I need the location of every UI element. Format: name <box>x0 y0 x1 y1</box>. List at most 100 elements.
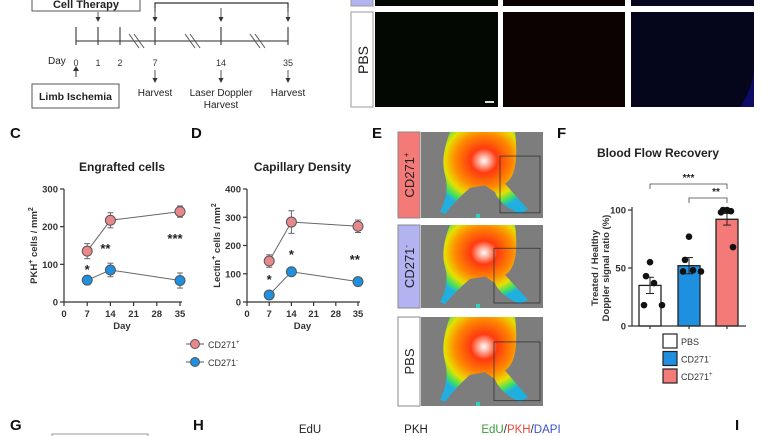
data-point <box>727 207 735 215</box>
y-axis-label: Treated / Healthy <box>590 229 601 306</box>
panel-label-g: G <box>10 417 22 434</box>
day-tick-label: 1 <box>95 58 100 68</box>
tail <box>476 214 480 218</box>
y-tick-label: 0 <box>236 298 241 309</box>
thermal-row: CD271+ <box>397 131 543 219</box>
chart-title: Capillary Density <box>254 160 352 174</box>
legend-label: CD271+ <box>208 340 240 350</box>
row-label-pbs: PBS <box>355 46 371 74</box>
y-tick-label: 100 <box>225 269 241 280</box>
event-label: Harvest <box>271 88 306 99</box>
laser-doppler-panel: CD271+ CD271- PBS <box>397 131 543 407</box>
bar-group <box>638 258 666 327</box>
x-tick-label: 28 <box>152 309 163 320</box>
arrow-down-icon <box>218 17 224 22</box>
legend-swatch <box>662 368 678 384</box>
bar <box>677 265 701 327</box>
y-tick-label: 300 <box>42 185 58 196</box>
axis-break-mark <box>133 33 145 49</box>
legend-label: CD271+ <box>681 372 713 382</box>
x-tick-label: 7 <box>267 309 272 320</box>
row-label-box <box>397 316 421 407</box>
thermal-row: PBS <box>397 316 543 407</box>
cell-therapy-label: Cell Therapy <box>53 0 120 11</box>
data-point <box>174 275 186 287</box>
histology-image <box>631 0 754 6</box>
x-tick-label: 0 <box>244 309 249 320</box>
row-label-pbs-box <box>350 11 374 108</box>
mouse-heatmap <box>440 317 528 402</box>
y-axis-label: Doppler signal ratio (%) <box>601 215 612 322</box>
mouse-heatmap <box>440 132 528 214</box>
significance-marker: * <box>267 272 273 287</box>
significance-marker: *** <box>683 173 695 184</box>
data-point <box>679 268 687 275</box>
panel-label-c: C <box>10 125 21 142</box>
channel-pkh: PKH <box>404 424 428 436</box>
significance-marker: ** <box>350 252 361 267</box>
legend-swatch <box>662 333 678 349</box>
row-label-cd271-minus-box <box>350 0 374 7</box>
series-line <box>86 269 181 282</box>
day-label: Day <box>48 56 66 67</box>
arrow-down-icon <box>152 17 158 22</box>
data-point <box>646 258 654 266</box>
y-tick-label: 0 <box>53 298 58 309</box>
y-axis-label: PKH+ cells / mm2 <box>28 207 40 284</box>
y-tick-label: 0 <box>621 322 626 333</box>
y-tick-label: 200 <box>42 222 58 233</box>
data-point <box>681 256 689 264</box>
arrow-down-icon <box>218 78 224 83</box>
data-point <box>650 279 658 287</box>
data-point <box>104 264 116 276</box>
roi-box <box>493 247 541 304</box>
arrow-up-icon <box>73 66 79 71</box>
x-tick-label: 35 <box>175 309 186 320</box>
event-label: Harvest <box>138 88 173 99</box>
day-tick-label: 2 <box>117 58 122 68</box>
row-label-box <box>397 131 421 219</box>
histology-image <box>503 0 625 6</box>
x-tick-label: 0 <box>61 309 66 320</box>
merged-image <box>631 12 754 107</box>
significance-marker: *** <box>167 231 183 246</box>
legend-marker <box>190 357 200 367</box>
cell-therapy-box <box>31 0 141 12</box>
data-point <box>285 216 297 228</box>
axis-break-mark <box>249 33 261 49</box>
dapi-signal <box>740 70 754 107</box>
engrafted-cells-chart: Engrafted cells 0 100 200 300 0 7 14 21 28 35 Day PK… <box>28 160 186 332</box>
chart-title: Blood Flow Recovery <box>597 146 719 160</box>
legend-item-cd271-minus: CD271- <box>186 357 238 368</box>
arrow-down-icon <box>285 78 291 83</box>
axes <box>63 189 182 303</box>
tail <box>476 304 480 308</box>
y-tick-label: 100 <box>42 260 58 271</box>
thermal-row: CD271- <box>397 224 543 309</box>
event-label: Harvest <box>204 100 239 111</box>
x-axis-label: Day <box>294 321 312 332</box>
day-tick-label: 35 <box>283 58 293 68</box>
x-tick-label: 35 <box>353 309 364 320</box>
series-CD271- <box>81 262 186 289</box>
line-chart-legend: CD271+ CD271- <box>186 339 240 368</box>
axis-break-mark <box>128 33 140 49</box>
data-point <box>640 301 648 309</box>
legend-marker <box>190 339 200 349</box>
bar <box>715 218 739 327</box>
tail <box>476 402 480 406</box>
data-point <box>285 266 297 278</box>
bar-group <box>715 206 739 327</box>
channel-merged: EdU/PKH/DAPI <box>481 424 560 436</box>
data-point <box>689 267 697 274</box>
panel-label-h: H <box>193 417 204 434</box>
row-label: CD271+ <box>402 152 417 197</box>
roi-box <box>493 341 541 402</box>
legend-label: CD271- <box>208 358 238 368</box>
harvest-bracket-line <box>154 2 289 12</box>
data-point <box>174 206 186 218</box>
day-tick-label: 0 <box>73 58 78 68</box>
blood-flow-recovery-chart: Blood Flow Recovery 0 50 100 Treated / Healt… <box>590 146 746 384</box>
data-point <box>81 274 93 286</box>
